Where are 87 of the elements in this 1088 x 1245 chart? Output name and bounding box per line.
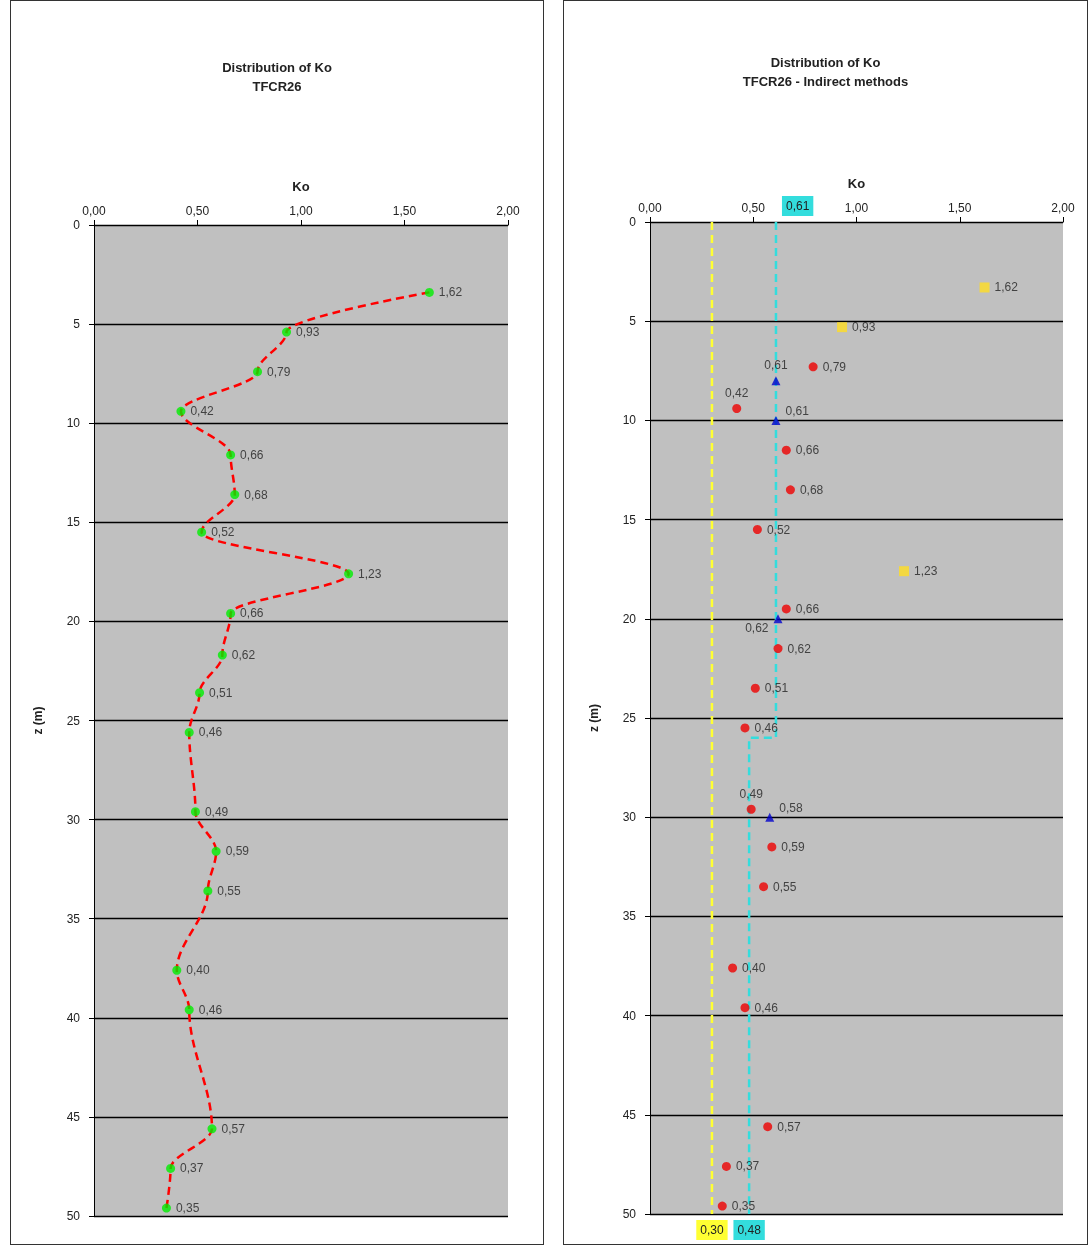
- chart-subtitle: TFCR26: [252, 79, 302, 94]
- y-tick-label: 45: [66, 1109, 81, 1124]
- y-tick-label: 15: [622, 512, 637, 527]
- data-label: 0,55: [217, 883, 242, 898]
- y-tick-label: 30: [66, 812, 81, 827]
- y-tick-label: 15: [66, 515, 81, 530]
- y-tick-label: 0: [73, 218, 81, 232]
- y-tick-label: 45: [622, 1107, 637, 1122]
- chart-title: Distribution of Ko: [222, 60, 332, 75]
- data-label: 0,66: [795, 443, 820, 458]
- data-label: 0,40: [186, 963, 210, 978]
- x-tick-label: 0,00: [638, 201, 662, 215]
- y-tick-label: 10: [622, 413, 637, 428]
- data-label: 0,62: [745, 620, 769, 635]
- data-label: 0,93: [852, 320, 876, 335]
- x-tick-label: 1,50: [392, 204, 417, 218]
- x-tick-label: 2,00: [496, 204, 520, 218]
- data-label: 0,42: [190, 404, 215, 419]
- y-tick-label: 20: [622, 611, 637, 626]
- x-axis-title: Ko: [847, 176, 866, 191]
- y-tick-label: 35: [622, 909, 637, 924]
- x-tick-label: 2,00: [1051, 201, 1075, 215]
- data-label: 0,61: [785, 404, 810, 419]
- data-label: 0,49: [739, 786, 764, 801]
- y-tick-label: 10: [66, 416, 81, 431]
- data-label: 0,37: [735, 1159, 760, 1174]
- x-tick-label: 0,50: [741, 201, 766, 215]
- data-label: 0,51: [209, 685, 233, 700]
- data-label: 0,79: [267, 364, 291, 379]
- data-label: 0,46: [198, 1002, 223, 1017]
- data-label: 0,61: [764, 358, 788, 373]
- x-axis-title: Ko: [292, 179, 310, 194]
- data-label: 0,68: [244, 487, 268, 502]
- data-label: 1,62: [438, 285, 463, 300]
- data-label: 0,57: [221, 1121, 246, 1136]
- x-tick-label: 1,00: [844, 201, 869, 215]
- data-label: 0,57: [777, 1119, 801, 1134]
- x-tick-label: 0,00: [82, 204, 106, 218]
- data-label: 0,40: [742, 960, 766, 975]
- data-label: 0,37: [180, 1161, 204, 1176]
- data-label: 0,48: [737, 1223, 762, 1238]
- data-label: 0,59: [781, 839, 806, 854]
- y-tick-label: 30: [622, 810, 637, 825]
- y-tick-label: 40: [66, 1010, 81, 1025]
- data-label: 1,23: [913, 564, 938, 579]
- y-tick-label: 40: [622, 1008, 637, 1023]
- x-tick-label: 0,50: [185, 204, 210, 218]
- data-label: 0,66: [795, 601, 820, 616]
- data-label: 0,35: [731, 1199, 756, 1214]
- data-label: 0,46: [754, 720, 779, 735]
- data-label: 0,35: [175, 1201, 200, 1216]
- data-label: 0,62: [231, 648, 256, 663]
- chart-title: Distribution of Ko: [770, 55, 881, 70]
- data-label: 0,30: [700, 1223, 724, 1238]
- data-label: 0,52: [211, 525, 235, 540]
- y-tick-label: 50: [66, 1209, 81, 1223]
- y-tick-label: 25: [66, 713, 81, 728]
- data-label: 0,58: [779, 801, 803, 816]
- y-axis-title: z (m): [587, 704, 601, 732]
- data-label: 0,51: [764, 681, 789, 696]
- y-tick-label: 35: [66, 911, 81, 926]
- x-tick-label: 1,50: [948, 201, 972, 215]
- data-label: 0,93: [296, 325, 320, 340]
- x-tick-label: 1,00: [289, 204, 313, 218]
- data-label: 0,66: [240, 606, 264, 621]
- chart-subtitle: TFCR26 - Indirect methods: [742, 74, 909, 89]
- y-tick-label: 25: [622, 711, 637, 725]
- data-label: 1,23: [358, 566, 382, 581]
- data-label: 0,55: [773, 879, 797, 894]
- data-label: 0,46: [198, 725, 223, 740]
- data-label: 1,62: [994, 280, 1019, 295]
- data-label: 0,46: [754, 1000, 779, 1015]
- y-tick-label: 5: [73, 317, 81, 332]
- y-tick-label: 0: [629, 215, 637, 229]
- data-label: 0,61: [785, 199, 810, 214]
- data-label: 0,52: [766, 522, 791, 537]
- y-axis-title: z (m): [31, 706, 45, 735]
- y-tick-label: 5: [629, 314, 637, 329]
- data-label: 0,62: [787, 641, 812, 656]
- data-label: 0,79: [822, 359, 847, 374]
- y-tick-label: 20: [66, 614, 81, 629]
- data-label: 0,59: [225, 844, 250, 859]
- y-tick-label: 50: [622, 1207, 637, 1221]
- data-label: 0,42: [725, 386, 749, 400]
- data-label: 0,68: [799, 482, 824, 497]
- data-label: 0,49: [204, 804, 229, 819]
- data-label: 0,66: [240, 447, 264, 462]
